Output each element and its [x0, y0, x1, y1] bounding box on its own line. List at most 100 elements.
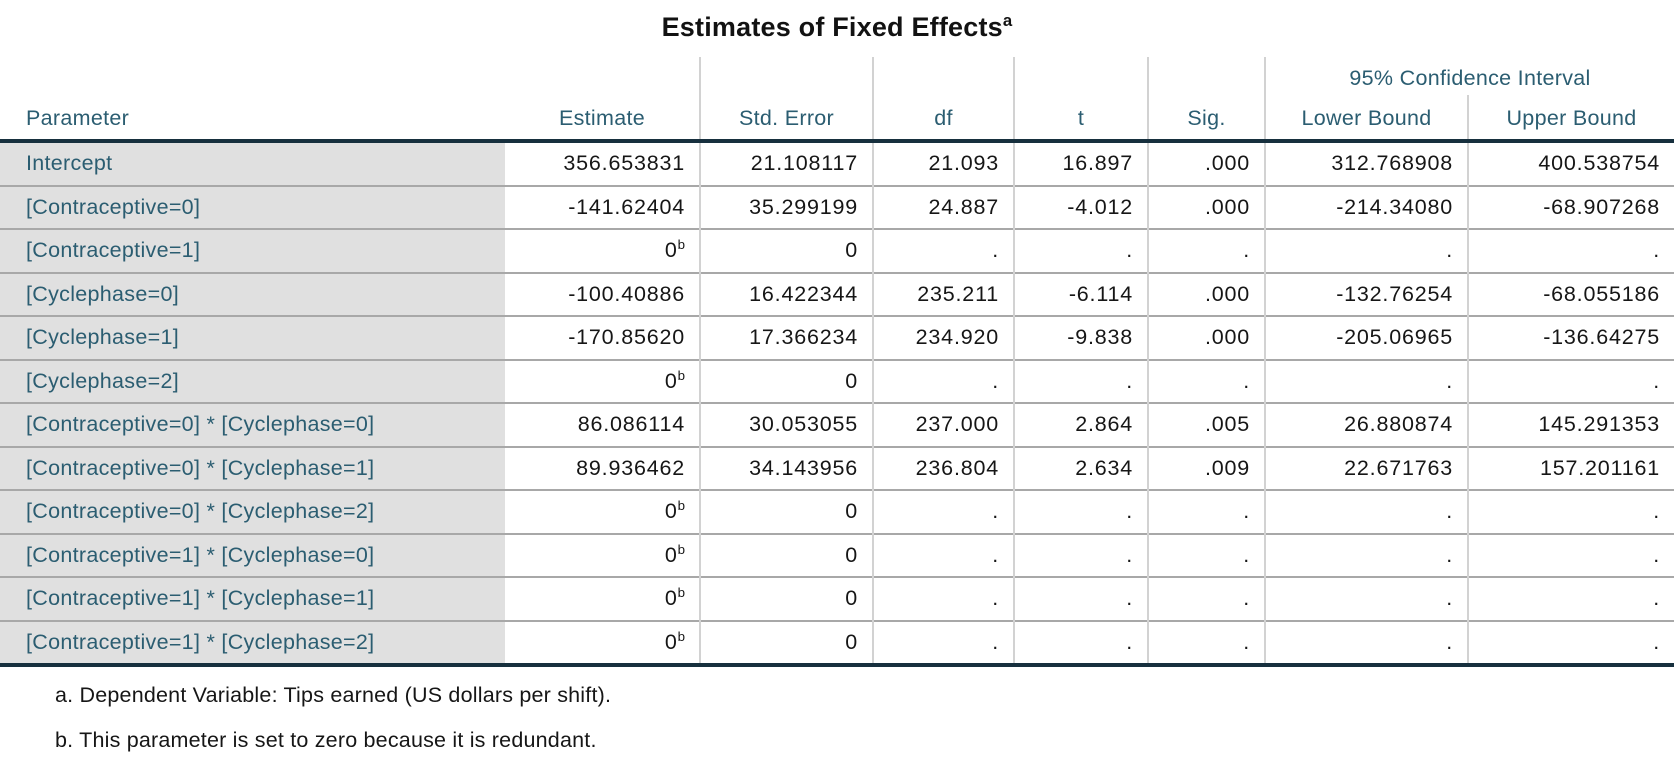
footnote-marker-b: b [677, 628, 685, 644]
value-cell-t: . [1013, 576, 1148, 621]
value-cell-lower: -214.34080 [1264, 184, 1468, 229]
header-row-group: Parameter Estimate Std. Error df t Sig. … [0, 57, 1674, 141]
value-cell-upper: 400.538754 [1467, 141, 1674, 186]
table-header: Parameter Estimate Std. Error df t Sig. … [0, 57, 1674, 141]
value-cell-sig: . [1147, 532, 1265, 577]
value-cell-lower: . [1264, 576, 1468, 621]
value-cell-lower: . [1264, 532, 1468, 577]
value-cell-sig: .000 [1147, 315, 1265, 360]
value-cell-estimate: 89.936462 [505, 445, 700, 490]
value-cell-df: . [872, 532, 1014, 577]
table-row: [Contraceptive=0] * [Cyclephase=1] 89.936… [0, 445, 1674, 490]
table-body: Intercept 356.653831 21.108117 21.093 16.897… [0, 141, 1674, 665]
value-cell-std-error: 0 [699, 228, 873, 273]
table-row: [Contraceptive=0] * [Cyclephase=0] 86.086… [0, 402, 1674, 447]
footnote-marker-a: a [1002, 11, 1013, 30]
value-cell-df: . [872, 489, 1014, 534]
value-cell-estimate: 0b [505, 619, 700, 665]
value-cell-sig: . [1147, 576, 1265, 621]
parameter-cell: [Cyclephase=1] [0, 315, 505, 360]
value-cell-df: 24.887 [872, 184, 1014, 229]
value-cell-estimate: 0b [505, 532, 700, 577]
footnote-marker-b: b [677, 237, 685, 253]
value-cell-t: 16.897 [1013, 141, 1148, 186]
spss-output-page: Estimates of Fixed Effectsa Parameter Es… [0, 12, 1674, 753]
value-cell-std-error: 17.366234 [699, 315, 873, 360]
value-cell-lower: 312.768908 [1264, 141, 1468, 186]
value-cell-std-error: 0 [699, 489, 873, 534]
value-cell-lower: 26.880874 [1264, 402, 1468, 447]
parameter-cell: [Contraceptive=0] * [Cyclephase=2] [0, 489, 505, 534]
value-cell-sig: .000 [1147, 184, 1265, 229]
value-cell-t: 2.864 [1013, 402, 1148, 447]
value-cell-sig: .000 [1147, 141, 1265, 186]
value-cell-sig: . [1147, 358, 1265, 403]
value-cell-std-error: 0 [699, 619, 873, 665]
parameter-cell: [Contraceptive=1] * [Cyclephase=1] [0, 576, 505, 621]
value-cell-lower: . [1264, 619, 1468, 665]
value-cell-estimate: 86.086114 [505, 402, 700, 447]
value-cell-lower: -205.06965 [1264, 315, 1468, 360]
value-cell-lower: 22.671763 [1264, 445, 1468, 490]
value-cell-std-error: 16.422344 [699, 271, 873, 316]
table-row: [Contraceptive=1] * [Cyclephase=0] 0b 0...… [0, 532, 1674, 577]
table-row: [Contraceptive=0] * [Cyclephase=2] 0b 0...… [0, 489, 1674, 534]
column-group-confidence-interval: 95% Confidence Interval [1264, 57, 1674, 95]
value-cell-lower: . [1264, 228, 1468, 273]
value-cell-df: 234.920 [872, 315, 1014, 360]
footnote-marker-b: b [677, 498, 685, 514]
parameter-cell: [Contraceptive=1] [0, 228, 505, 273]
value-cell-t: -4.012 [1013, 184, 1148, 229]
column-header-estimate: Estimate [505, 57, 700, 141]
value-cell-upper: . [1467, 358, 1674, 403]
value-cell-upper: . [1467, 619, 1674, 665]
value-cell-t: . [1013, 358, 1148, 403]
value-cell-std-error: 0 [699, 532, 873, 577]
value-cell-estimate: 356.653831 [505, 141, 700, 186]
header-row-columns: Lower Bound Upper Bound [0, 95, 1674, 141]
value-cell-lower: . [1264, 489, 1468, 534]
parameter-cell: [Contraceptive=0] * [Cyclephase=0] [0, 402, 505, 447]
value-cell-t: -6.114 [1013, 271, 1148, 316]
value-cell-std-error: 21.108117 [699, 141, 873, 186]
value-cell-sig: .009 [1147, 445, 1265, 490]
column-header-upper-bound: Upper Bound [1467, 95, 1674, 141]
value-cell-t: -9.838 [1013, 315, 1148, 360]
footnotes: a. Dependent Variable: Tips earned (US d… [0, 683, 1674, 753]
table-title: Estimates of Fixed Effectsa [0, 12, 1674, 43]
parameter-cell: [Cyclephase=2] [0, 358, 505, 403]
value-cell-sig: . [1147, 489, 1265, 534]
parameter-cell: [Contraceptive=1] * [Cyclephase=2] [0, 619, 505, 665]
column-header-parameter: Parameter [0, 57, 505, 141]
column-header-std-error: Std. Error [699, 57, 873, 141]
value-cell-df: . [872, 228, 1014, 273]
value-cell-lower: . [1264, 358, 1468, 403]
parameter-cell: [Cyclephase=0] [0, 271, 505, 316]
value-cell-df: . [872, 576, 1014, 621]
value-cell-upper: 157.201161 [1467, 445, 1674, 490]
value-cell-sig: . [1147, 619, 1265, 665]
value-cell-df: . [872, 358, 1014, 403]
table-row: [Cyclephase=1] -170.85620 17.366234 234.920… [0, 315, 1674, 360]
table-row: [Contraceptive=1] * [Cyclephase=2] 0b 0...… [0, 619, 1674, 665]
footnote-a: a. Dependent Variable: Tips earned (US d… [55, 683, 612, 707]
value-cell-estimate: 0b [505, 489, 700, 534]
value-cell-upper: . [1467, 489, 1674, 534]
column-header-sig: Sig. [1147, 57, 1265, 141]
value-cell-upper: -68.055186 [1467, 271, 1674, 316]
value-cell-std-error: 35.299199 [699, 184, 873, 229]
table-row: [Cyclephase=2] 0b 0..... [0, 358, 1674, 403]
parameter-cell: [Contraceptive=1] * [Cyclephase=0] [0, 532, 505, 577]
value-cell-t: . [1013, 489, 1148, 534]
value-cell-upper: -136.64275 [1467, 315, 1674, 360]
footnote-marker-b: b [677, 367, 685, 383]
value-cell-upper: . [1467, 228, 1674, 273]
table-title-text: Estimates of Fixed Effects [661, 12, 1003, 42]
value-cell-upper: 145.291353 [1467, 402, 1674, 447]
table-row: Intercept 356.653831 21.108117 21.093 16.897… [0, 141, 1674, 186]
value-cell-lower: -132.76254 [1264, 271, 1468, 316]
value-cell-estimate: -141.62404 [505, 184, 700, 229]
value-cell-estimate: 0b [505, 576, 700, 621]
value-cell-t: 2.634 [1013, 445, 1148, 490]
table-row: [Contraceptive=0] -141.62404 35.299199 24.8… [0, 184, 1674, 229]
